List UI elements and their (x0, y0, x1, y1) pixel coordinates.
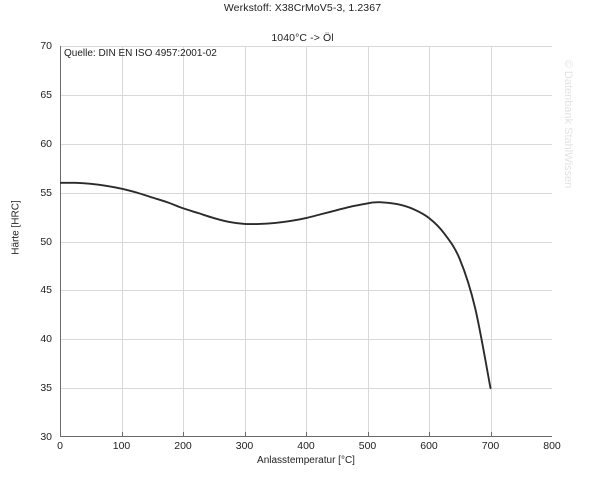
y-tick-label: 55 (40, 186, 52, 199)
axis-ticks (60, 46, 492, 437)
watermark-label: © Datenbank StahlWissen (562, 59, 574, 189)
x-tick-label: 700 (481, 440, 500, 452)
y-tick-label: 60 (40, 137, 52, 150)
y-tick-label: 30 (40, 431, 52, 443)
chart-subtitle: 1040°C -> Öl (271, 32, 334, 44)
x-tick-label: 400 (297, 440, 315, 452)
x-tick-label: 0 (57, 440, 63, 452)
y-tick-label: 40 (40, 333, 52, 346)
y-axis-title: Härte [HRC] (10, 200, 22, 255)
data-series-haerte (60, 181, 492, 390)
axis-spines (60, 46, 552, 437)
y-tick-label: 35 (40, 382, 52, 395)
y-tick-label: 50 (40, 235, 52, 248)
x-axis-title: Anlasstemperatur [°C] (257, 455, 355, 466)
y-tick-label: 65 (40, 88, 52, 101)
x-tick-label: 100 (112, 440, 131, 452)
chart-title: Werkstoff: X38CrMoV5-3, 1.2367 (223, 2, 382, 14)
x-tick-label: 500 (358, 440, 377, 452)
x-tick-label: 800 (543, 440, 561, 452)
x-tick-label: 600 (420, 440, 438, 452)
plot-svg (60, 46, 552, 437)
y-tick-label: 70 (40, 40, 52, 52)
y-tick-label: 45 (40, 284, 52, 297)
x-tick-label: 300 (235, 440, 254, 452)
source-annotation: Quelle: DIN EN ISO 4957:2001-02 (64, 48, 217, 59)
gridlines (60, 46, 552, 437)
x-tick-label: 200 (174, 440, 192, 452)
plot-area (60, 46, 552, 437)
